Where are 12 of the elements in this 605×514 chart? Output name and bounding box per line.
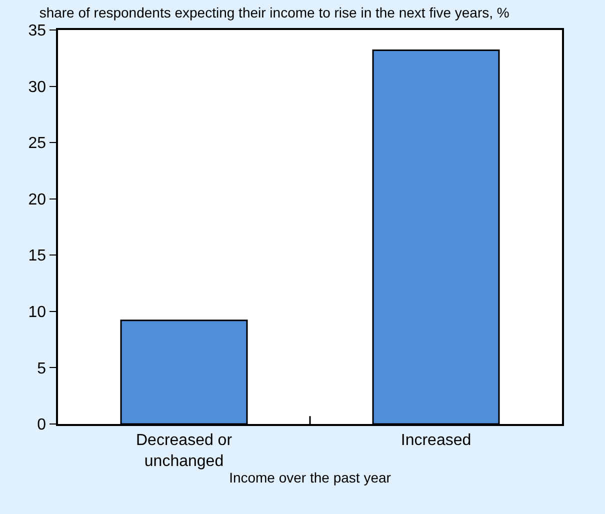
y-tick-label: 0	[37, 416, 46, 434]
y-tick-label: 35	[28, 22, 46, 40]
x-axis-title: Income over the past year	[229, 470, 392, 486]
x-tick-label: Increased	[400, 432, 472, 449]
chart-title: share of respondents expecting their income to rise in the next five years, %	[39, 4, 510, 21]
y-tick-label: 5	[37, 360, 46, 378]
x-tick-label: Decreased or unchanged	[136, 432, 233, 470]
y-tick-label: 30	[28, 78, 46, 96]
y-tick-label: 20	[28, 191, 46, 208]
y-tick-label: 15	[28, 248, 46, 265]
y-tick-label: 10	[28, 304, 46, 322]
y-tick-label: 25	[28, 135, 46, 152]
